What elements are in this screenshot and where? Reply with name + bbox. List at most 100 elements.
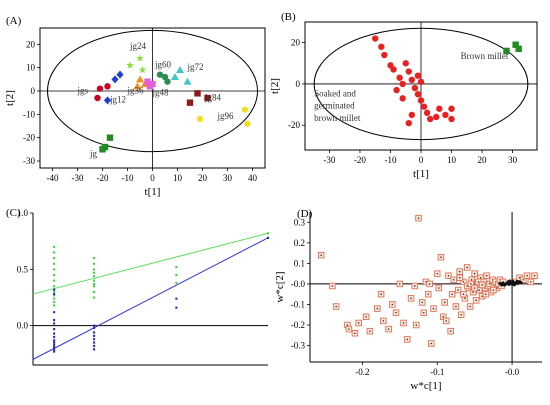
data-point-center	[458, 270, 461, 273]
y-tick-label: 0	[31, 86, 36, 96]
y-axis-title: t[2]	[4, 90, 16, 106]
data-point	[53, 350, 56, 353]
y-axis-title: t[2]	[269, 78, 281, 94]
data-point-center	[496, 287, 498, 289]
x-axis-title: t[1]	[145, 186, 161, 198]
data-point-center	[365, 315, 367, 318]
data-point	[53, 322, 56, 325]
data-point	[423, 109, 431, 117]
data-point	[111, 75, 119, 84]
series-jg96	[196, 106, 251, 127]
data-point-center	[376, 307, 379, 310]
x-axis-title: w*c[1]	[410, 380, 441, 392]
data-point-center	[492, 289, 495, 291]
data-point	[99, 146, 106, 153]
data-point	[93, 268, 96, 271]
y-tick-label: 20	[291, 38, 301, 48]
data-point	[515, 45, 522, 53]
data-point	[372, 35, 379, 42]
x-tick-label: -0.1	[430, 367, 444, 377]
data-point-center	[348, 328, 350, 330]
data-point	[93, 341, 96, 344]
data-point	[519, 281, 523, 285]
series-variables	[317, 214, 538, 347]
y-tick-label: 20	[26, 39, 36, 49]
series-soaked-and-germinated-brown-millet	[372, 35, 455, 127]
hotelling-ellipse	[47, 29, 258, 153]
data-point	[116, 70, 124, 79]
x-tick-label: -10	[122, 173, 134, 183]
data-point-center	[354, 332, 356, 335]
data-point-center	[357, 322, 360, 324]
data-point	[53, 318, 56, 322]
data-point-center	[425, 281, 427, 283]
data-point	[103, 96, 112, 105]
x-tick-label: 40	[248, 173, 258, 183]
x-tick-label: -30	[72, 173, 84, 183]
data-point	[93, 331, 96, 334]
data-point-center	[422, 311, 425, 314]
point-label: jgs	[77, 85, 89, 95]
data-point	[53, 335, 56, 339]
data-point	[390, 66, 397, 73]
x-tick-label: 20	[198, 173, 208, 183]
data-point	[196, 115, 204, 123]
point-label: jg12	[109, 95, 126, 105]
data-point-center	[395, 311, 397, 314]
point-label: jg72	[187, 62, 204, 72]
data-point	[194, 90, 201, 97]
regression-line	[32, 232, 269, 295]
data-point	[267, 236, 269, 239]
data-point	[138, 66, 147, 74]
data-point-center	[481, 284, 483, 286]
x-tick-label: -0.0	[505, 367, 520, 377]
data-point	[411, 84, 419, 92]
data-point	[498, 281, 502, 286]
data-point-center	[436, 272, 439, 275]
series-brown-millet	[503, 41, 522, 55]
data-point	[204, 94, 211, 102]
x-tick-label: 10	[173, 173, 183, 183]
data-point-center	[466, 285, 468, 287]
data-point-center	[466, 266, 468, 269]
data-point	[186, 99, 194, 106]
data-point	[171, 73, 179, 80]
data-point	[511, 279, 515, 284]
data-point-center	[387, 328, 390, 330]
data-point	[53, 288, 56, 291]
data-point	[133, 82, 142, 90]
data-point	[442, 111, 449, 119]
data-point	[53, 304, 56, 307]
data-point-center	[458, 276, 461, 279]
data-point	[53, 297, 56, 300]
data-point-center	[413, 285, 416, 287]
data-point	[93, 338, 96, 341]
data-point	[512, 283, 516, 287]
data-point-center	[533, 274, 536, 277]
point-label: jg60	[154, 60, 172, 70]
data-point	[417, 97, 425, 104]
data-point	[93, 344, 96, 348]
series-jg48	[144, 78, 156, 90]
data-point	[149, 80, 156, 88]
data-point-center	[485, 274, 488, 277]
data-point-center	[443, 301, 446, 304]
x-tick-label: 20	[478, 155, 488, 165]
data-point	[144, 78, 151, 85]
data-point	[53, 257, 56, 260]
data-point-center	[442, 315, 445, 318]
panel-letter: (A)	[6, 15, 22, 27]
point-label: jg48	[152, 88, 170, 98]
data-point	[93, 348, 96, 351]
data-point	[436, 105, 443, 112]
data-point-center	[475, 299, 477, 302]
data-point-center	[331, 285, 334, 287]
data-point	[53, 294, 56, 297]
data-point	[396, 74, 403, 81]
x-tick-label: -0.2	[355, 367, 369, 377]
y-tick-label: -0.2	[291, 320, 305, 330]
hotelling-ellipse	[313, 27, 529, 141]
data-point-center	[464, 297, 466, 300]
panel-letter: (C)	[6, 207, 21, 219]
data-point-center	[469, 305, 471, 308]
